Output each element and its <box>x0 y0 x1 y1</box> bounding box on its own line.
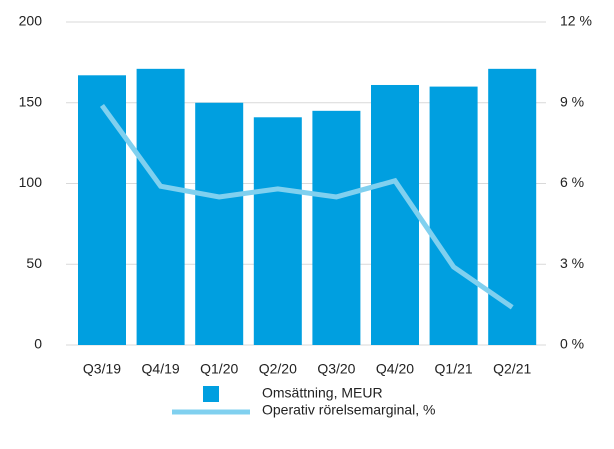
bar <box>78 75 126 346</box>
bar <box>253 117 302 345</box>
y2-tick-label: 12 % <box>560 13 592 29</box>
x-tick-label: Q1/21 <box>435 361 473 377</box>
legend-swatch <box>203 386 219 402</box>
y-tick-label: 150 <box>19 93 43 109</box>
bar <box>195 102 244 345</box>
y2-tick-label: 3 % <box>560 255 584 271</box>
legend-label: Operativ rörelsemarginal, % <box>262 402 436 418</box>
bar <box>136 68 185 346</box>
legend-label: Omsättning, MEUR <box>262 385 383 401</box>
x-tick-label: Q2/20 <box>259 361 297 377</box>
x-tick-label: Q1/20 <box>200 361 238 377</box>
line <box>99 103 514 310</box>
y-tick-label: 50 <box>26 255 42 271</box>
y-tick-label: 0 <box>34 336 42 352</box>
x-tick-label: Q4/20 <box>376 361 414 377</box>
bar <box>488 68 537 346</box>
y2-tick-label: 0 % <box>560 336 584 352</box>
bar <box>312 110 361 345</box>
x-tick-label: Q3/20 <box>317 361 355 377</box>
x-tick-label: Q4/19 <box>142 361 180 377</box>
bar <box>371 84 419 346</box>
y2-tick-label: 6 % <box>560 174 584 190</box>
y-tick-label: 200 <box>19 13 43 29</box>
y2-tick-label: 9 % <box>560 93 584 109</box>
x-tick-label: Q3/19 <box>83 361 121 377</box>
y-tick-label: 100 <box>19 174 43 190</box>
x-tick-label: Q2/21 <box>493 361 531 377</box>
bar <box>429 86 478 345</box>
